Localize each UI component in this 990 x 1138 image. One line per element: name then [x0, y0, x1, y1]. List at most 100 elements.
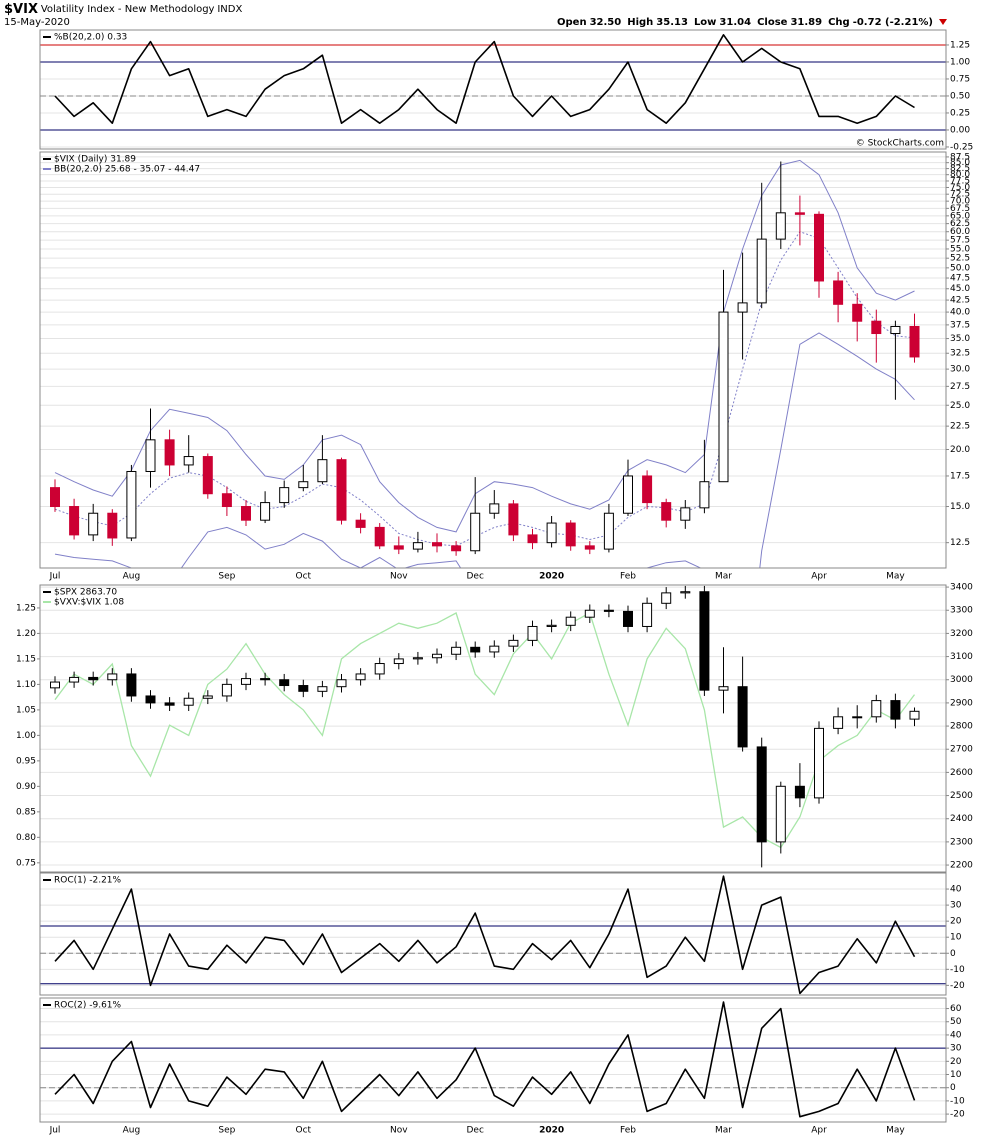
y-tick-label: 2700: [950, 745, 973, 755]
panel-title: $SPX 2863.70: [54, 588, 117, 598]
candle-body: [432, 653, 442, 659]
candle-body: [603, 609, 614, 612]
candle-body: [50, 681, 60, 689]
y-tick-label: 52.5: [950, 254, 970, 264]
y-tick-label: 42.5: [950, 296, 970, 306]
candle-body: [890, 700, 901, 720]
y-tick-label: 65.0: [950, 211, 970, 221]
candle-body: [412, 542, 423, 550]
candle-body: [164, 439, 175, 466]
y-tick-label: -0.25: [950, 142, 973, 152]
candle-body: [623, 610, 633, 627]
y-tick-label: 1.25: [950, 40, 970, 50]
candle-body: [126, 470, 137, 539]
x-tick-label: Sep: [218, 572, 235, 582]
price-stats: Open 32.50 High 35.13 Low 31.04 Close 31.89 Chg -…: [557, 17, 933, 28]
candle-body: [470, 512, 481, 552]
panel: [40, 585, 946, 868]
bollinger-band: [54, 332, 915, 568]
y-tick-label: 0.00: [950, 125, 970, 135]
panel-title: ROC(2) -9.61%: [54, 1001, 122, 1011]
x-tick-label: Dec: [466, 1126, 483, 1136]
bollinger-band: [54, 159, 915, 533]
candle-body: [374, 663, 385, 675]
y2-tick-label: 1.10: [16, 680, 36, 690]
candle-body: [661, 592, 672, 604]
y2-tick-label: 0.75: [16, 858, 36, 868]
symbol: $VIX: [4, 2, 38, 17]
candle-body: [871, 700, 882, 718]
y-tick-label: 0.75: [950, 74, 970, 84]
y-tick-label: 40: [950, 885, 962, 895]
candle-body: [279, 487, 290, 504]
y-tick-label: 32.5: [950, 349, 970, 359]
candle-body: [221, 683, 232, 697]
x-tick-label: Mar: [715, 572, 732, 582]
y-tick-label: -10: [950, 965, 965, 975]
panel-frame: [39, 997, 947, 1123]
y2-tick-label: 1.00: [16, 731, 36, 741]
candle-body: [145, 695, 156, 704]
candle-body: [718, 686, 729, 691]
candle-body: [508, 639, 519, 647]
y2-tick-label: 0.90: [16, 782, 36, 792]
y-tick-label: 30: [950, 901, 962, 911]
candle-body: [260, 678, 271, 681]
panel-title: ROC(1) -2.21%: [54, 876, 122, 886]
candle-body: [145, 439, 156, 472]
y-tick-label: 57.5: [950, 236, 970, 246]
x-tick-label: Jul: [49, 572, 61, 582]
bollinger-band: [54, 231, 915, 547]
candle-body: [890, 325, 901, 335]
chart-date: 15-May-2020: [4, 17, 70, 28]
y-tick-label: 0: [950, 1083, 956, 1093]
y-tick-label: -20: [950, 981, 965, 991]
candle-body: [412, 657, 423, 660]
panel-frame: [39, 584, 947, 873]
candle-body: [833, 280, 844, 305]
y-tick-label: 0.25: [950, 108, 970, 118]
y-tick-label: 3100: [950, 652, 973, 662]
symbol-name: Volatility Index - New Methodology: [41, 4, 215, 15]
candle-body: [584, 545, 595, 550]
candle-body: [794, 785, 805, 799]
y-tick-label: 37.5: [950, 320, 970, 330]
candle-body: [69, 676, 80, 683]
stat-label: Chg: [828, 17, 850, 28]
panel-title: $VIX (Daily) 31.89: [54, 155, 136, 165]
y-tick-label: 60.0: [950, 227, 970, 237]
line: [54, 34, 915, 124]
y-tick-label: 80.0: [950, 170, 970, 180]
candle-body: [680, 591, 691, 594]
candle-body: [298, 685, 309, 692]
candle-body: [336, 459, 347, 521]
x-tick-label: Apr: [811, 1126, 827, 1136]
y-tick-label: 3000: [950, 675, 973, 685]
candle-body: [355, 673, 366, 681]
candle-body: [260, 502, 271, 521]
candle-body: [699, 591, 710, 691]
y2-tick-label: 0.80: [16, 833, 36, 843]
y-tick-label: 0.50: [950, 91, 970, 101]
stat-value: 35.13: [656, 17, 688, 28]
y-tick-label: 17.5: [950, 471, 970, 481]
candle-body: [317, 459, 328, 483]
y-tick-label: 40: [950, 1030, 962, 1040]
candle-body: [393, 545, 404, 550]
candle-body: [565, 616, 576, 626]
candle-body: [737, 686, 748, 748]
y-tick-label: 15.0: [950, 502, 970, 512]
candle-body: [88, 676, 99, 681]
x-tick-label: Aug: [123, 572, 141, 582]
candle-body: [527, 625, 538, 641]
candle-body: [69, 506, 80, 536]
y-tick-label: 2200: [950, 861, 973, 871]
y-tick-label: 72.5: [950, 190, 970, 200]
x-tick-label: Oct: [296, 1126, 312, 1136]
candle-body: [432, 542, 442, 547]
y-tick-label: 77.5: [950, 176, 970, 186]
panel-title: %B(20,2.0) 0.33: [54, 33, 127, 43]
x-tick-label: Aug: [123, 1126, 141, 1136]
candle-body: [470, 646, 481, 653]
